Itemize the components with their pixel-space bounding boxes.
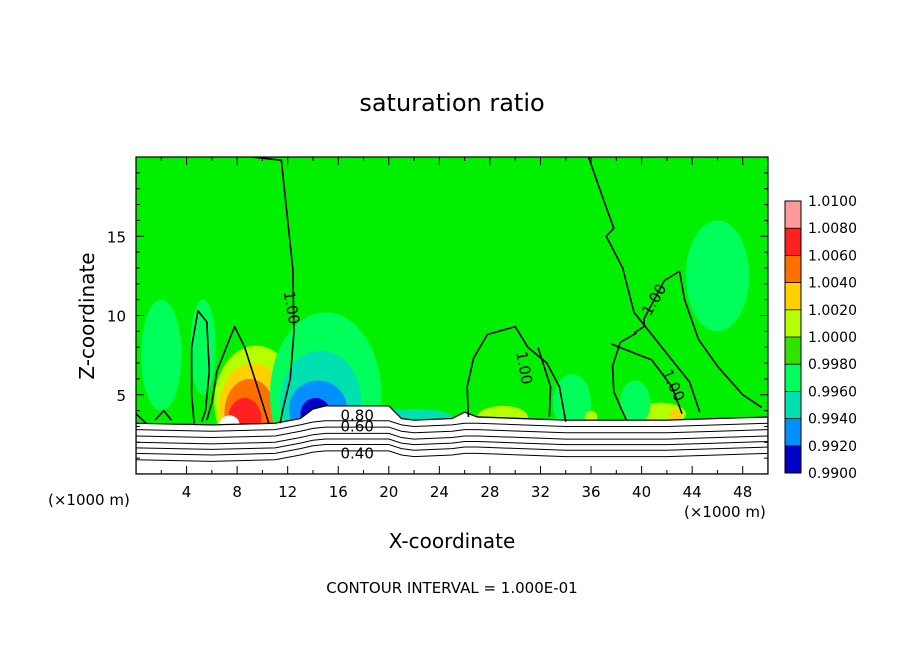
contour-line-1.00 xyxy=(136,413,147,424)
colorbar-label: 1.0000 xyxy=(808,330,857,346)
colorbar-swatch xyxy=(785,337,801,365)
colorbar-swatch xyxy=(785,364,801,392)
colorbar-label: 1.0020 xyxy=(808,303,857,319)
x-tick-label: 24 xyxy=(430,483,449,501)
colorbar-swatch xyxy=(785,445,801,473)
contour-line-1.00 xyxy=(611,332,637,421)
colorbar-label: 0.9920 xyxy=(808,439,857,455)
x-tick-label: 8 xyxy=(232,483,242,501)
colorbar-swatch xyxy=(785,201,801,229)
x-tick-label: 36 xyxy=(581,483,600,501)
contour-lines xyxy=(136,157,768,462)
colorbar-label: 0.9940 xyxy=(808,412,857,428)
colorbar-label: 1.0080 xyxy=(808,221,857,237)
colorbar-label: 1.0100 xyxy=(808,194,857,210)
contour-line-0.6 xyxy=(136,438,768,450)
field-anomaly xyxy=(620,380,651,425)
contour-line-1.00 xyxy=(610,343,683,415)
colorbar-label: 0.9900 xyxy=(808,466,857,482)
colorbar: 1.0100 1.0080 1.0060 1.0040 1.0020 1.0000 0.99… xyxy=(784,194,857,482)
contour-line-1.00 xyxy=(633,270,680,334)
contour-line-0.4 xyxy=(136,450,768,462)
x-tick-label: 12 xyxy=(278,483,297,501)
colorbar-label: 1.0060 xyxy=(808,248,857,264)
contour-interval-footer: CONTOUR INTERVAL = 1.000E-01 xyxy=(326,579,577,597)
x-tick-label: 20 xyxy=(379,483,398,501)
y-axis: 5 10 15 xyxy=(107,172,768,459)
field-anomaly xyxy=(685,220,750,332)
x-tick-label: 4 xyxy=(182,483,192,501)
colorbar-swatch xyxy=(785,309,801,337)
contour-label: 1.00 xyxy=(280,290,304,326)
y-tick-label: 15 xyxy=(107,228,126,246)
y-tick-label: 10 xyxy=(107,308,126,326)
contour-label: 1.00 xyxy=(512,350,536,386)
contour-line-1.00 xyxy=(537,346,552,417)
x-unit-left: (×1000 m) xyxy=(48,491,130,509)
contour-line-1.00 xyxy=(190,309,211,424)
x-unit-right: (×1000 m) xyxy=(684,503,766,521)
y-tick-label: 5 xyxy=(116,387,126,405)
contour-label: 0.60 xyxy=(340,417,373,435)
colorbar-swatch xyxy=(785,228,801,256)
contour-line-1.00 xyxy=(587,157,701,413)
contour-line-0.7 xyxy=(136,432,768,445)
contour-line-1.00 xyxy=(466,325,567,422)
x-axis: 4 8 12 16 20 24 28 32 36 40 44 48 xyxy=(160,157,752,501)
colorbar-swatch xyxy=(785,391,801,419)
colorbar-label: 0.9960 xyxy=(808,384,857,400)
colorbar-label: 1.0040 xyxy=(808,276,857,292)
contour-line-1.00 xyxy=(678,270,763,409)
x-tick-label: 48 xyxy=(733,483,752,501)
contour-line-1.00 xyxy=(206,325,270,424)
field-anomaly xyxy=(190,299,216,395)
contour-line-0.5 xyxy=(136,444,768,456)
x-axis-label: X-coordinate xyxy=(389,529,516,553)
x-tick-label: 44 xyxy=(683,483,702,501)
y-axis-label: Z-coordinate xyxy=(75,252,99,379)
contour-line-1.00 xyxy=(252,157,295,424)
x-tick-label: 28 xyxy=(480,483,499,501)
colorbar-swatch xyxy=(785,255,801,283)
colorbar-swatch xyxy=(785,418,801,446)
field-anomaly xyxy=(553,374,592,432)
colorbar-swatch xyxy=(785,282,801,310)
chart-title: saturation ratio xyxy=(359,89,544,117)
x-tick-label: 40 xyxy=(632,483,651,501)
contour-label: 0.40 xyxy=(340,444,373,462)
plot-area: 1.001.001.001.000.800.600.40 4 8 12 16 20 24 2… xyxy=(107,156,769,501)
x-tick-label: 16 xyxy=(329,483,348,501)
contour-line-0.8 xyxy=(136,426,768,439)
contour-line-0.9 xyxy=(136,420,768,432)
contour-label: 0.80 xyxy=(340,406,373,424)
contour-line-1.00 xyxy=(154,409,173,421)
field-anomaly xyxy=(141,299,182,411)
colorbar-label: 0.9980 xyxy=(808,357,857,373)
x-tick-label: 32 xyxy=(531,483,550,501)
